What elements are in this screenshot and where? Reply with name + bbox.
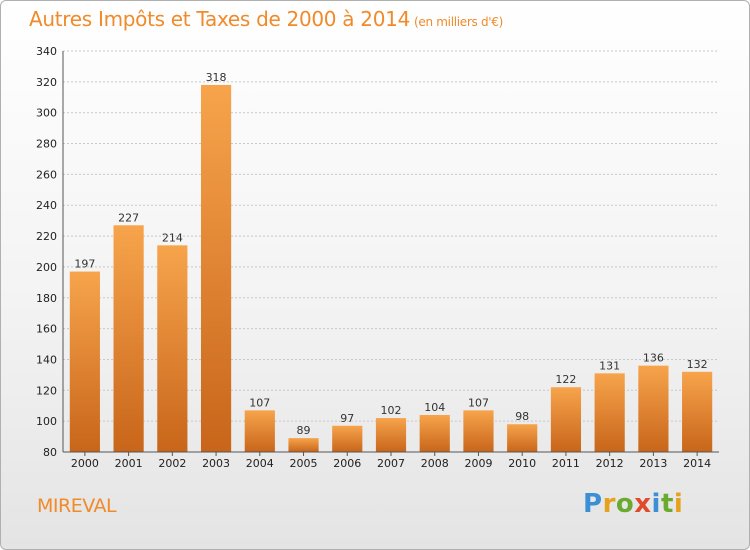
y-tick-label: 140 [36,353,57,366]
x-tick-label-2014: 2014 [683,457,711,470]
x-tick-label-2009: 2009 [464,457,492,470]
y-axis: 80 100 120 140 160 180 200 220 240 260 280 300 320 34… [36,45,64,459]
data-label-2005: 89 [297,424,311,437]
y-tick-label: 80 [43,446,57,459]
x-tick-label-2013: 2013 [639,457,667,470]
x-tick-label-2001: 2001 [115,457,143,470]
data-label-2000: 197 [74,258,95,271]
x-tick-label-2012: 2012 [596,457,624,470]
data-label-2007: 102 [381,404,402,417]
y-tick-label: 300 [36,107,57,120]
bar-2014[interactable] [682,371,713,452]
chart-title-text: Autres Impôts et Taxes de 2000 à 2014 [29,7,410,31]
x-tick-label-2002: 2002 [158,457,186,470]
bar-2004[interactable] [244,410,275,452]
x-tick-label-2008: 2008 [421,457,449,470]
data-label-2002: 214 [162,231,183,244]
data-label-2008: 104 [424,401,445,414]
proxiti-logo[interactable]: Proxiti [583,489,683,519]
logo-letter: t [660,489,674,519]
chart-title: Autres Impôts et Taxes de 2000 à 2014 (en… [29,7,503,31]
x-tick-label-2010: 2010 [508,457,536,470]
data-label-2009: 107 [468,396,489,409]
bar-2001[interactable] [113,225,144,452]
y-tick-label: 260 [36,168,57,181]
data-label-2010: 98 [515,410,529,423]
bar-2000[interactable] [69,271,100,452]
chart-unit: (en milliers d'€) [414,15,504,29]
logo-letter: P [583,489,603,519]
x-tick-label-2005: 2005 [290,457,318,470]
place-name: MIREVAL [37,495,117,517]
logo-letter: i [673,489,684,519]
bar-2003[interactable] [200,84,232,452]
data-label-2011: 122 [555,373,576,386]
data-label-2004: 107 [249,396,270,409]
bar-2002[interactable] [157,245,188,452]
bar-2005[interactable] [288,438,319,452]
x-tick-label-2007: 2007 [377,457,405,470]
y-tick-label: 180 [36,292,57,305]
x-tick-label-2000: 2000 [71,457,99,470]
bar-2010[interactable] [507,424,538,452]
y-tick-label: 160 [36,323,57,336]
data-label-2001: 227 [118,211,139,224]
bar-2009[interactable] [463,410,494,452]
bar-2006[interactable] [332,425,363,452]
logo-letter: i [651,489,661,519]
data-label-2013: 136 [643,352,664,365]
y-tick-label: 340 [36,45,57,58]
bar-2007[interactable] [375,418,407,452]
y-tick-label: 320 [36,76,57,89]
bar-2008[interactable] [419,414,450,452]
x-tick-label-2006: 2006 [333,457,361,470]
x-tick-label-2004: 2004 [246,457,274,470]
data-label-2006: 97 [340,412,354,425]
y-tick-label: 240 [36,199,57,212]
logo-letter: r [602,489,616,519]
y-tick-label: 200 [36,261,57,274]
y-tick-label: 280 [36,138,57,151]
logo-letter: x [634,489,652,519]
y-tick-label: 220 [36,230,57,243]
bars: 197 227 214 318 107 89 97 102 104 107 98 122 131 136 1… [69,71,713,452]
data-label-2014: 132 [687,358,708,371]
bar-2013[interactable] [638,365,669,452]
logo-letter: o [615,489,635,519]
x-axis: 2000 2001 2002 2003 2004 2005 2006 2007 2008 2009… [63,451,719,470]
bar-2011[interactable] [550,387,582,452]
x-tick-label-2003: 2003 [202,457,230,470]
data-label-2012: 131 [599,359,620,372]
x-tick-label-2011: 2011 [552,457,580,470]
y-tick-label: 120 [36,384,57,397]
y-tick-label: 100 [36,415,57,428]
bar-2012[interactable] [594,373,625,452]
data-label-2003: 318 [206,71,227,84]
